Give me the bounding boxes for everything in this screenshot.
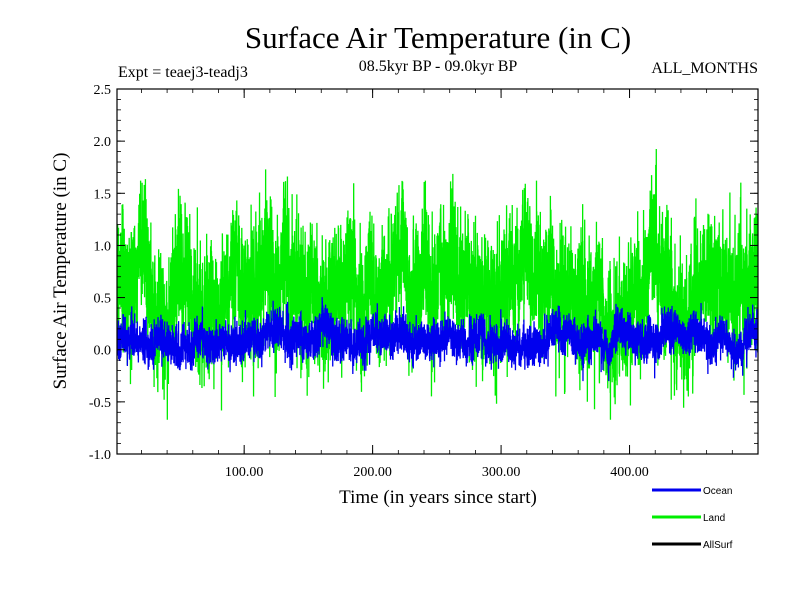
chart-title: Surface Air Temperature (in C) bbox=[245, 20, 631, 55]
axes: -1.0 -0.5 0.0 0.5 1.0 1.5 2.0 2.5 100.00 200.00 30… bbox=[89, 83, 759, 480]
x-tick-label: 200.00 bbox=[353, 465, 392, 480]
legend-label-land: Land bbox=[703, 513, 725, 524]
x-tick-label: 400.00 bbox=[610, 465, 649, 480]
series-land bbox=[117, 149, 758, 420]
y-axis-label: Surface Air Temperature (in C) bbox=[50, 153, 71, 390]
legend-label-allsurf: AllSurf bbox=[703, 540, 733, 551]
legend: Ocean Land AllSurf bbox=[652, 486, 733, 551]
y-tick-label: 1.5 bbox=[94, 187, 112, 202]
y-tick-label: -1.0 bbox=[89, 448, 111, 463]
y-tick-label: -0.5 bbox=[89, 396, 111, 411]
period-label: 08.5kyr BP - 09.0kyr BP bbox=[359, 58, 518, 75]
y-tick-label: 0.5 bbox=[94, 292, 112, 307]
experiment-label: Expt = teaej3-teadj3 bbox=[118, 64, 248, 81]
x-axis-label: Time (in years since start) bbox=[339, 487, 537, 508]
months-label: ALL_MONTHS bbox=[651, 60, 758, 77]
series-ocean bbox=[117, 297, 758, 382]
x-tick-label: 100.00 bbox=[225, 465, 264, 480]
y-tick-label: 0.0 bbox=[94, 344, 112, 359]
y-tick-label: 1.0 bbox=[94, 239, 112, 254]
x-tick-label: 300.00 bbox=[482, 465, 521, 480]
plot-area bbox=[117, 149, 758, 420]
y-tick-label: 2.5 bbox=[94, 83, 112, 98]
plot-frame bbox=[116, 88, 759, 455]
legend-label-ocean: Ocean bbox=[703, 486, 732, 497]
y-tick-label: 2.0 bbox=[94, 135, 112, 150]
